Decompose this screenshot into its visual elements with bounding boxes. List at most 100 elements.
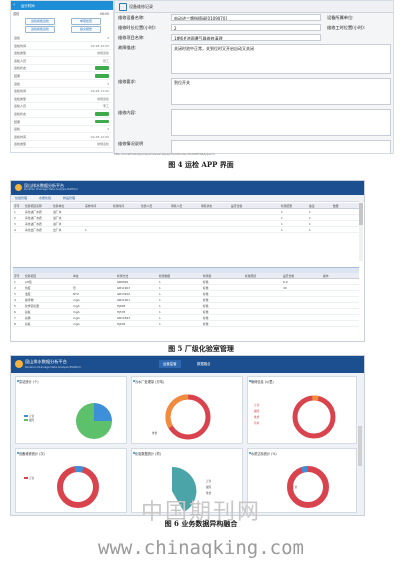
- row-value: 常规巡检: [96, 51, 109, 56]
- column-header[interactable]: 检测时间: [113, 204, 125, 208]
- table-row[interactable]: 4 悬浮物 mg/L GB11901 1 标准: [13, 297, 359, 303]
- table-cell: 标准: [203, 304, 209, 308]
- tab-lab-management[interactable]: 化验管理: [15, 196, 28, 200]
- mobile-record-row[interactable]: 巡检时间 09-28 10:00: [13, 43, 111, 50]
- column-header[interactable]: 审核状态: [201, 204, 213, 208]
- tab-sample[interactable]: 样品管理: [63, 196, 76, 200]
- column-header[interactable]: 化验人员: [141, 204, 153, 208]
- mobile-record-row[interactable]: 巡检人员 张工: [13, 58, 111, 65]
- mobile-record-row[interactable]: 运检 3: [13, 126, 111, 134]
- mobile-record-row[interactable]: 巡检状态待处理: [13, 65, 111, 73]
- table-cell: 1: [159, 316, 161, 320]
- table-cell: GB11903: [117, 286, 130, 290]
- column-header[interactable]: 审核人员: [171, 204, 183, 208]
- scrollbar-thumb[interactable]: [359, 203, 363, 225]
- result-textarea[interactable]: [171, 140, 391, 153]
- mobile-record-row[interactable]: 巡检时间 09-28 12:00: [13, 134, 111, 141]
- nav-data-fusion[interactable]: 数据融合: [197, 362, 211, 366]
- table-cell: 悬浮物: [25, 298, 34, 302]
- column-header[interactable]: 化验项目名称: [25, 204, 42, 208]
- mobile-button-template-2[interactable]: 运检模板巡检: [25, 26, 55, 33]
- tab-water-test[interactable]: 水质化验: [39, 196, 52, 200]
- column-header[interactable]: 序号: [14, 274, 20, 278]
- table-row[interactable]: 6 氨氮 mg/L HJ535 1 标准: [13, 309, 359, 315]
- mobile-button-single[interactable]: 单项检查: [71, 18, 101, 25]
- url-text: http://localhost/api/repair/save?equipme…: [114, 152, 215, 156]
- fault-description-textarea[interactable]: 关闭时池中正常，关到位时又开启自动又关闭: [171, 44, 391, 74]
- table-cell: 1: [281, 222, 283, 226]
- mobile-record-row[interactable]: 运检 3: [13, 81, 111, 88]
- duration-input[interactable]: 2: [171, 24, 321, 31]
- table-cell: 1: [309, 222, 311, 226]
- table-row[interactable]: 2 色度 倍 GB11903 1 标准 30: [13, 285, 359, 291]
- scrollbar[interactable]: [359, 201, 363, 261]
- column-header[interactable]: 备注: [309, 204, 315, 208]
- dashboard-title: 昆山排水数据分析平台: [25, 359, 67, 364]
- table-row[interactable]: 1 青化进厂水质 进厂水 1 1: [13, 209, 359, 215]
- column-header[interactable]: 检测结果: [281, 204, 293, 208]
- mobile-record-row[interactable]: 巡检类型 常规巡检: [13, 96, 111, 103]
- dashboard-subtitle: Kunshan Drainage Data Analysis Platform: [25, 365, 82, 369]
- field-label-worktime: 维修工时位置(小时):: [327, 25, 366, 30]
- mobile-button-template[interactable]: 运检模板巡检: [25, 18, 55, 25]
- figure-5-caption: 图 5 厂级化验室管理: [168, 344, 234, 353]
- table-row[interactable]: 7 总磷 mg/L GB11893 1 标准: [13, 315, 359, 321]
- table-row[interactable]: 5 化学需氧量 mg/L HJ828 1 标准: [13, 303, 359, 309]
- mobile-record-row[interactable]: 巡检状态待处理: [13, 111, 111, 118]
- mobile-record-row[interactable]: 巡检人员 李工: [13, 103, 111, 111]
- mobile-record-row[interactable]: 结果正常: [13, 119, 111, 126]
- column-header[interactable]: 数量: [333, 204, 339, 208]
- table-cell: mg/L: [73, 316, 81, 320]
- column-header[interactable]: 是否合格: [231, 204, 243, 208]
- table-cell: pH值: [25, 280, 32, 284]
- column-header[interactable]: 采样时间: [85, 204, 97, 208]
- panel-pump-stations: 泵站统计 (个) 正常 故障: [15, 376, 127, 444]
- project-name-input[interactable]: 1期6#池面曝气器维修清理: [171, 34, 321, 41]
- table-row[interactable]: 3 浊度 NTU GB13200 1 标准: [13, 291, 359, 297]
- mobile-record-row[interactable]: 巡检类型 常规巡检: [13, 50, 111, 58]
- table-cell: 标准: [203, 286, 209, 290]
- column-header[interactable]: 检测方法: [117, 274, 129, 278]
- table-row[interactable]: 2 青化进厂水质 进厂水 1 1: [13, 215, 359, 221]
- column-header[interactable]: 检测依据: [159, 274, 171, 278]
- row-value: 常规巡检: [96, 96, 109, 101]
- table-row[interactable]: 3 青化进厂水质 进厂水 1 1: [13, 221, 359, 227]
- field-label-fault: 故障描述:: [118, 45, 137, 50]
- table-cell: 进厂水: [53, 216, 62, 220]
- mobile-record-row[interactable]: 运检 3: [13, 35, 111, 42]
- row-value: 09-28 10:00: [90, 43, 109, 48]
- column-header[interactable]: 标准限值: [245, 274, 257, 278]
- legend-label: 正常: [29, 415, 35, 418]
- mobile-record-row[interactable]: 巡检类型 常规巡检: [13, 141, 111, 149]
- column-header[interactable]: 检测值: [203, 274, 212, 278]
- field-label-project: 维修项目名称:: [118, 35, 145, 40]
- mobile-record-row[interactable]: 巡检时间 09-28 11:00: [13, 88, 111, 96]
- legend-label: 故障: [29, 419, 35, 422]
- column-header[interactable]: 单位: [73, 274, 79, 278]
- table-cell: 1: [159, 322, 161, 326]
- column-header[interactable]: 操作: [323, 274, 329, 278]
- table-cell: 化学需氧量: [25, 304, 39, 308]
- back-arrow-icon[interactable]: ‹: [13, 2, 15, 8]
- nav-operation[interactable]: 运营监管: [159, 360, 181, 368]
- device-name-input[interactable]: 电动进三牌指擅阀[0109070]: [171, 14, 321, 21]
- site-url-text: www.chinaqking.com: [98, 537, 304, 559]
- require-textarea[interactable]: 到位开关: [171, 78, 391, 105]
- content-textarea[interactable]: [171, 109, 391, 136]
- panel-title: 设备维修统计 (次): [19, 452, 45, 456]
- column-header[interactable]: 是否合格: [283, 274, 295, 278]
- mobile-button-submit[interactable]: 提交报告: [71, 26, 101, 33]
- row-value: 3: [107, 127, 109, 132]
- table-row[interactable]: 8 总氮 mg/L HJ636 1 标准: [13, 321, 359, 327]
- table-row[interactable]: 1 pH值 GB6920 1 标准 6-9: [13, 279, 359, 285]
- table-cell: 4: [14, 298, 16, 302]
- column-header[interactable]: 序号: [14, 204, 20, 208]
- field-label-device: 维修设备名称:: [118, 15, 145, 20]
- table-cell: 青化进厂水质: [25, 210, 42, 214]
- column-header[interactable]: 化验单位: [53, 204, 65, 208]
- scrollbar[interactable]: [358, 426, 362, 466]
- column-header[interactable]: 化验项目: [25, 274, 37, 278]
- table-cell: 6: [14, 310, 16, 314]
- mobile-record-row[interactable]: 结果正常: [13, 73, 111, 80]
- table-row[interactable]: 4 青化出厂水质 出厂水 1 1 1: [13, 227, 359, 233]
